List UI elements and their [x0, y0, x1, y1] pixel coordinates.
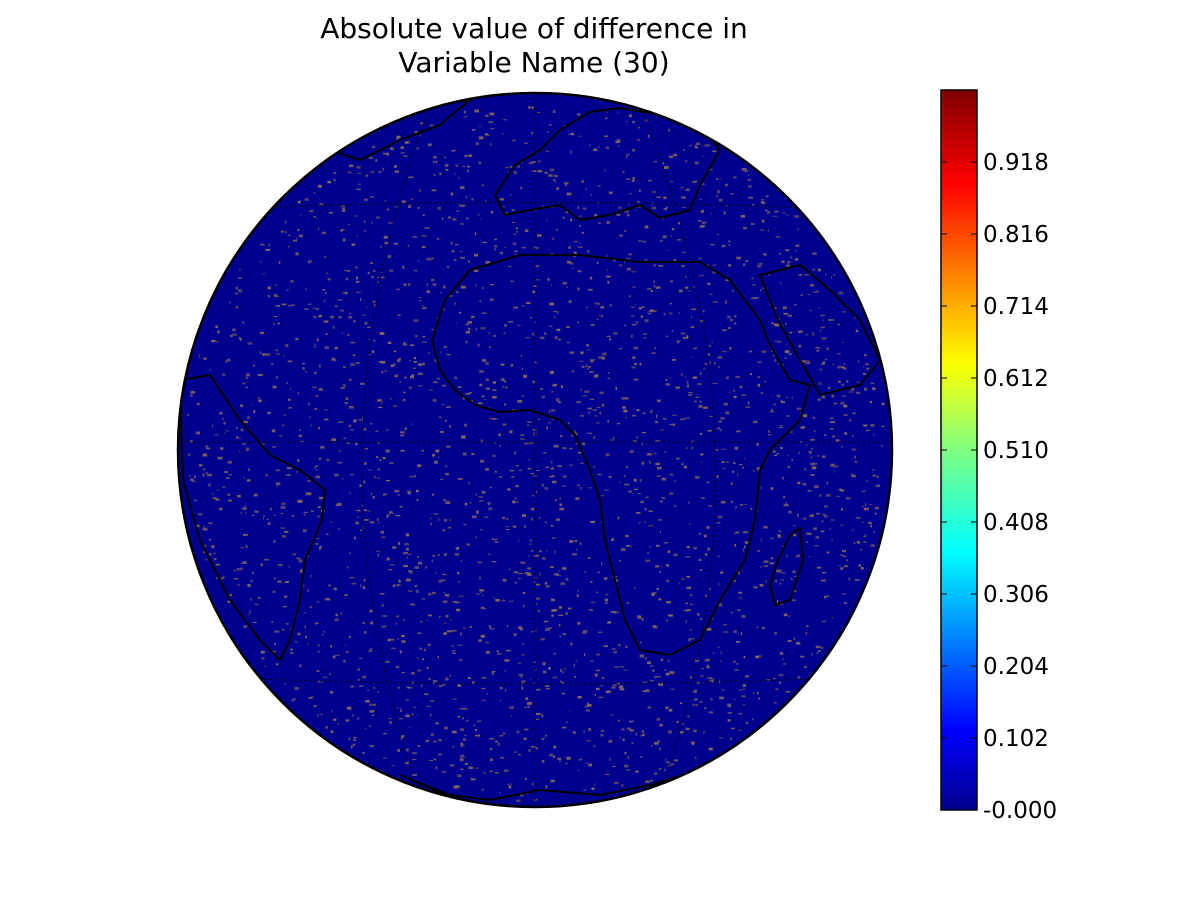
coast-arabia	[758, 263, 882, 397]
globe-outline	[176, 91, 894, 809]
title-line-1: Absolute value of difference in	[320, 12, 748, 45]
difference-speckles	[187, 106, 885, 802]
colorbar-tick-label: 0.612	[983, 366, 1049, 392]
colorbar-tick-label: 0.510	[983, 438, 1049, 464]
coast-africa	[430, 254, 812, 657]
chart-title: Absolute value of difference in Variable…	[234, 12, 834, 80]
graticule-lines	[178, 93, 892, 807]
coast-europe	[493, 106, 722, 222]
colorbar-tick-label: 0.306	[983, 582, 1049, 608]
colorbar-tick-label: 0.714	[983, 294, 1049, 320]
colorbar-tick-label: 0.102	[983, 726, 1049, 752]
colorbar-tick-label: 0.918	[983, 150, 1049, 176]
title-line-2: Variable Name (30)	[398, 46, 670, 79]
coast-madagascar	[768, 526, 805, 607]
colorbar-tick-label: 0.204	[983, 654, 1049, 680]
colorbar-tick-label: 0.816	[983, 222, 1049, 248]
colorbar-tick-label: -0.000	[983, 798, 1057, 824]
colorbar-tick-label: 0.408	[983, 510, 1049, 536]
coast-south-america	[178, 373, 327, 662]
